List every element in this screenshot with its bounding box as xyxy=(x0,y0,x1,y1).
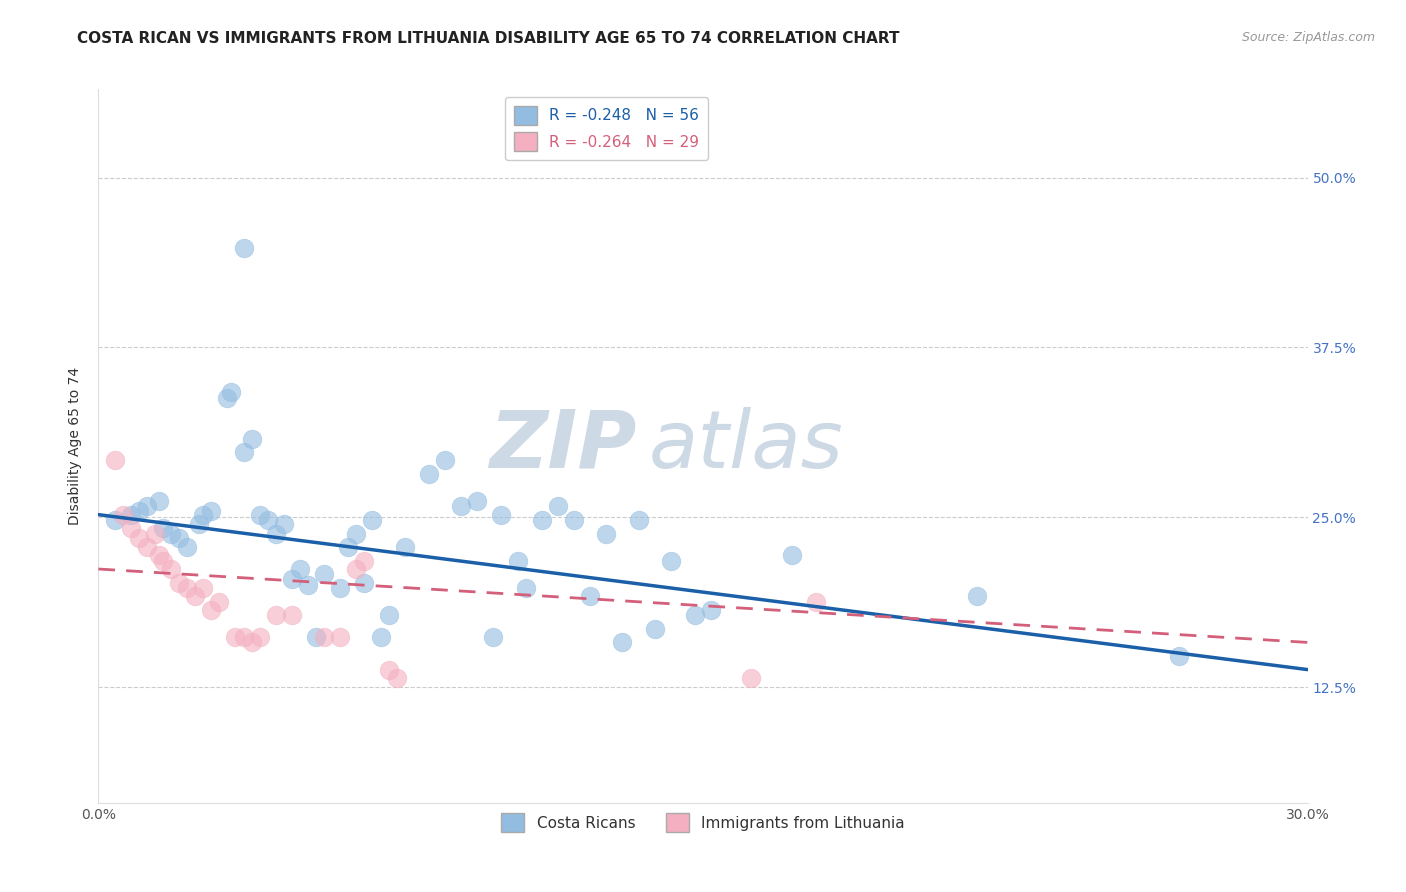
Point xyxy=(804,594,827,608)
Point xyxy=(217,391,239,405)
Point xyxy=(353,575,375,590)
Point xyxy=(644,622,666,636)
Point xyxy=(700,603,723,617)
Point xyxy=(176,541,198,555)
Point xyxy=(344,526,367,541)
Legend: Costa Ricans, Immigrants from Lithuania: Costa Ricans, Immigrants from Lithuania xyxy=(495,807,911,838)
Point xyxy=(297,578,319,592)
Point xyxy=(249,630,271,644)
Point xyxy=(547,500,569,514)
Point xyxy=(224,630,246,644)
Point xyxy=(370,630,392,644)
Point xyxy=(1167,648,1189,663)
Point xyxy=(135,500,157,514)
Point xyxy=(264,526,287,541)
Point xyxy=(135,541,157,555)
Point xyxy=(418,467,440,481)
Point xyxy=(200,603,222,617)
Point xyxy=(273,517,295,532)
Point xyxy=(148,549,170,563)
Point xyxy=(128,503,150,517)
Point xyxy=(120,508,142,522)
Point xyxy=(103,513,125,527)
Point xyxy=(612,635,634,649)
Point xyxy=(208,594,231,608)
Point xyxy=(128,531,150,545)
Point xyxy=(167,531,190,545)
Point xyxy=(193,508,215,522)
Point xyxy=(329,581,352,595)
Point xyxy=(450,500,472,514)
Text: Source: ZipAtlas.com: Source: ZipAtlas.com xyxy=(1241,31,1375,45)
Text: COSTA RICAN VS IMMIGRANTS FROM LITHUANIA DISABILITY AGE 65 TO 74 CORRELATION CHA: COSTA RICAN VS IMMIGRANTS FROM LITHUANIA… xyxy=(77,31,900,46)
Point xyxy=(256,513,278,527)
Point xyxy=(193,581,215,595)
Point xyxy=(176,581,198,595)
Point xyxy=(491,508,513,522)
Point xyxy=(579,589,602,603)
Point xyxy=(160,562,183,576)
Point xyxy=(184,589,207,603)
Point xyxy=(385,671,408,685)
Point xyxy=(200,503,222,517)
Point xyxy=(740,671,762,685)
Point xyxy=(120,521,142,535)
Point xyxy=(394,541,416,555)
Point xyxy=(221,385,243,400)
Point xyxy=(152,554,174,568)
Point xyxy=(281,572,304,586)
Point xyxy=(314,567,336,582)
Point xyxy=(482,630,505,644)
Point xyxy=(377,608,399,623)
Point xyxy=(361,513,384,527)
Point xyxy=(780,549,803,563)
Point xyxy=(659,554,682,568)
Point xyxy=(465,494,488,508)
Point xyxy=(281,608,304,623)
Point xyxy=(515,581,537,595)
Y-axis label: Disability Age 65 to 74: Disability Age 65 to 74 xyxy=(69,367,83,525)
Point xyxy=(530,513,553,527)
Point xyxy=(249,508,271,522)
Point xyxy=(143,526,166,541)
Point xyxy=(148,494,170,508)
Text: atlas: atlas xyxy=(648,407,844,485)
Point xyxy=(264,608,287,623)
Point xyxy=(232,445,254,459)
Point xyxy=(595,526,617,541)
Point xyxy=(506,554,529,568)
Point xyxy=(314,630,336,644)
Point xyxy=(683,608,706,623)
Point xyxy=(344,562,367,576)
Point xyxy=(240,432,263,446)
Point xyxy=(377,663,399,677)
Point xyxy=(232,630,254,644)
Point xyxy=(337,541,360,555)
Point xyxy=(329,630,352,644)
Point xyxy=(305,630,328,644)
Point xyxy=(288,562,311,576)
Point xyxy=(627,513,650,527)
Point xyxy=(966,589,988,603)
Point xyxy=(160,526,183,541)
Point xyxy=(111,508,134,522)
Text: ZIP: ZIP xyxy=(489,407,637,485)
Point xyxy=(103,453,125,467)
Point xyxy=(167,575,190,590)
Point xyxy=(232,241,254,255)
Point xyxy=(152,521,174,535)
Point xyxy=(240,635,263,649)
Point xyxy=(434,453,457,467)
Point xyxy=(353,554,375,568)
Point xyxy=(188,517,211,532)
Point xyxy=(562,513,585,527)
